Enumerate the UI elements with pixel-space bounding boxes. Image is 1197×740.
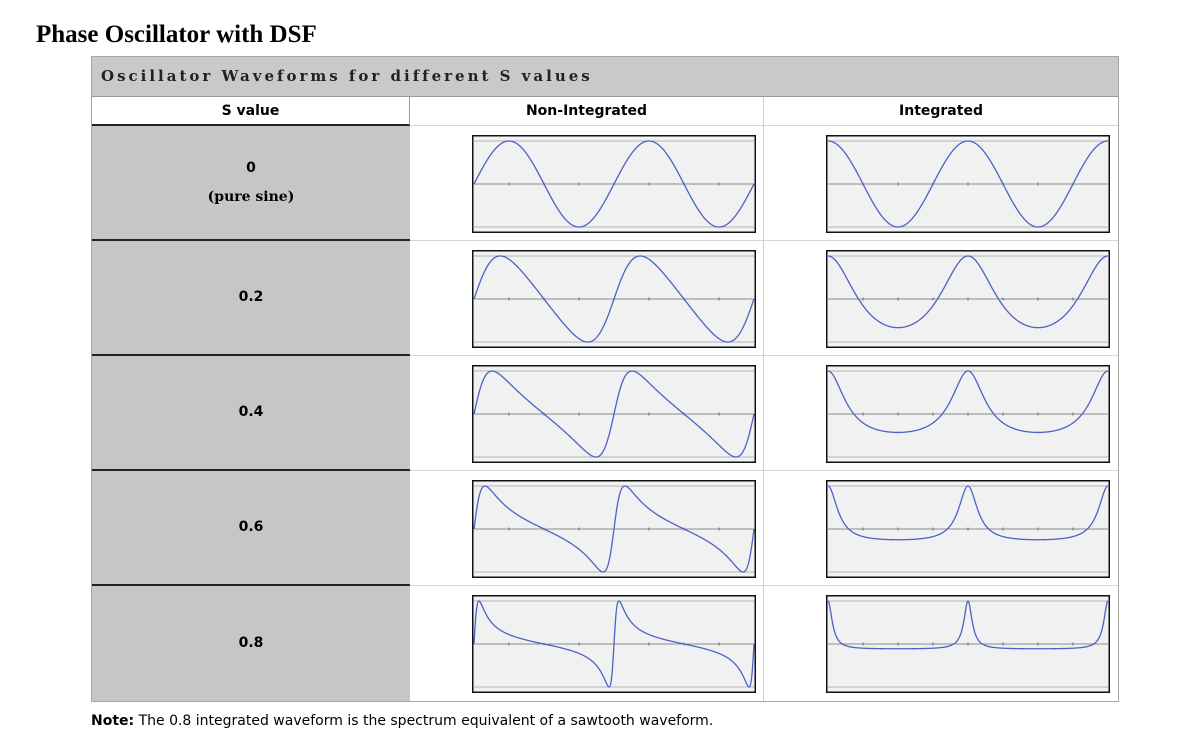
s-value: 0.8 [238,635,264,651]
page-title: Phase Oscillator with DSF [36,21,317,48]
integrated-waveform-plot [826,135,1110,233]
non-integrated-waveform-plot [472,365,756,463]
header-s-value: S value [92,97,410,126]
header-non-integrated: Non-Integrated [410,97,764,126]
waveform-line [473,485,755,573]
table-row: 0.6 [92,471,1118,586]
integrated-waveform-plot [826,250,1110,348]
non-integrated-waveform-plot [472,480,756,578]
non-integrated-cell [410,471,764,586]
integrated-waveform-plot [826,480,1110,578]
waveform-line [827,140,1109,228]
waveform-table: Oscillator Waveforms for different S val… [91,56,1119,702]
integrated-cell [764,586,1118,701]
table-row: 0 (pure sine) [92,126,1118,241]
non-integrated-waveform-plot [472,595,756,693]
integrated-cell [764,241,1118,356]
integrated-waveform-plot [826,365,1110,463]
s-value-cell: 0.6 [92,471,410,586]
table-row: 0.2 [92,241,1118,356]
non-integrated-waveform-plot [472,250,756,348]
integrated-cell [764,356,1118,471]
s-value: 0.2 [238,289,264,305]
note-text: The 0.8 integrated waveform is the spect… [134,713,714,729]
waveform-line [827,485,1109,541]
s-value-note: (pure sine) [207,188,295,205]
s-value-cell: 0.2 [92,241,410,356]
integrated-waveform-plot [826,595,1110,693]
waveform-line [473,140,755,228]
table-row: 0.8 [92,586,1118,701]
header-integrated: Integrated [764,97,1118,126]
note-label: Note: [91,713,135,729]
waveform-line [827,370,1109,434]
waveform-line [473,255,755,343]
waveform-line [473,370,755,458]
non-integrated-cell [410,126,764,241]
s-value: 0.6 [238,519,264,535]
s-value-cell: 0.4 [92,356,410,471]
s-value-cell: 0 (pure sine) [92,126,410,241]
non-integrated-cell [410,586,764,701]
s-value: 0.4 [238,404,264,420]
non-integrated-cell [410,356,764,471]
non-integrated-waveform-plot [472,135,756,233]
waveform-line [473,600,755,688]
non-integrated-cell [410,241,764,356]
footnote: Note: The 0.8 integrated waveform is the… [91,710,713,732]
table-caption: Oscillator Waveforms for different S val… [92,57,1118,97]
table-header-row: S value Non-Integrated Integrated [92,97,1118,126]
s-value-cell: 0.8 [92,586,410,701]
waveform-line [827,600,1109,650]
s-value: 0 [246,159,256,176]
table-row: 0.4 [92,356,1118,471]
waveform-line [827,255,1109,329]
integrated-cell [764,471,1118,586]
integrated-cell [764,126,1118,241]
